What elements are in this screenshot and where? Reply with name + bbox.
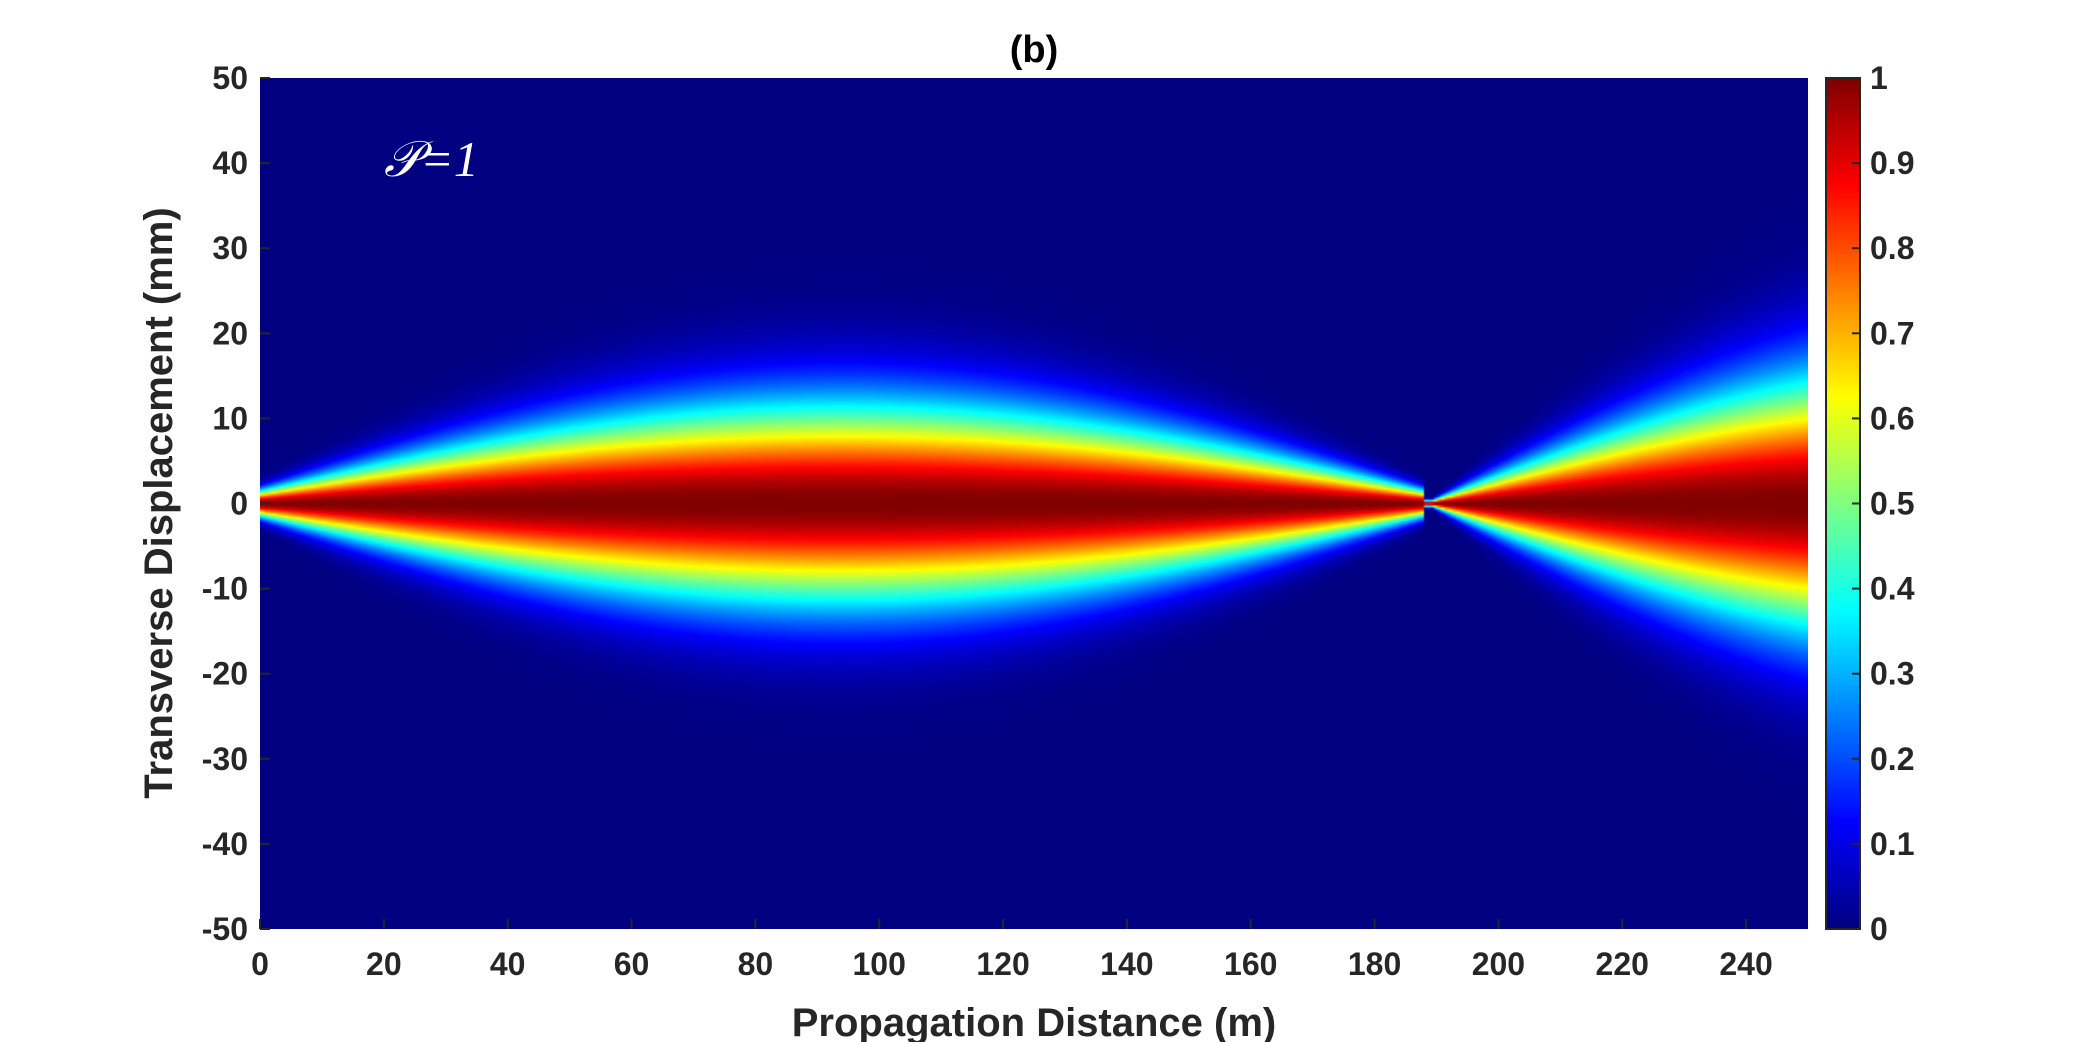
x-tick-label: 200	[1472, 946, 1525, 982]
x-axis-label: Propagation Distance (m)	[792, 1001, 1277, 1042]
colorbar-tick-label: 0.5	[1870, 486, 1914, 522]
colorbar-ticks: 1 0.9 0.8 0.7 0.6 0.5 0.4 0.3 0.2 0.1 0	[1852, 60, 1915, 947]
y-tick-label: -20	[202, 656, 248, 692]
y-tick-label: 10	[212, 400, 248, 436]
y-axis-label: Transverse Displacement (mm)	[137, 207, 181, 798]
colorbar-tick-label: 0.3	[1870, 656, 1914, 692]
colorbar-tick-label: 0.9	[1870, 145, 1914, 181]
x-tick-label: 240	[1719, 946, 1772, 982]
colorbar-tick-label: 0.2	[1870, 741, 1914, 777]
x-tick-label: 40	[490, 946, 526, 982]
y-tick-label: -40	[202, 826, 248, 862]
x-tick-label: 100	[853, 946, 906, 982]
colorbar-tick-label: 0.4	[1870, 571, 1915, 607]
colorbar-tick-label: 0	[1870, 911, 1888, 947]
x-tick-label: 80	[738, 946, 774, 982]
x-tick-label: 60	[614, 946, 650, 982]
x-tick-label: 120	[976, 946, 1029, 982]
x-tick-label: 140	[1100, 946, 1153, 982]
x-tick-label: 220	[1596, 946, 1649, 982]
chart-title: (b)	[1010, 29, 1059, 71]
x-tick-label: 160	[1224, 946, 1277, 982]
y-tick-label: 40	[212, 145, 248, 181]
y-tick-label: 20	[212, 315, 248, 351]
y-tick-label: 50	[212, 60, 248, 96]
y-tick-label: -10	[202, 571, 248, 607]
colorbar-tick-label: 0.6	[1870, 400, 1914, 436]
colorbar-frame	[1825, 77, 1861, 930]
y-tick-label: 30	[212, 230, 248, 266]
colorbar-tick-label: 1	[1870, 60, 1888, 96]
y-tick-label: -50	[202, 911, 248, 947]
p-annotation: 𝒫=1	[384, 131, 479, 187]
x-tick-label: 20	[366, 946, 402, 982]
colorbar-tick-label: 0.8	[1870, 230, 1914, 266]
y-tick-label: -30	[202, 741, 248, 777]
x-axis-ticks: 0 20 40 60 80 100 120 140 160 180 200 220 240	[251, 919, 1773, 982]
y-axis-ticks: 50 40 30 20 10 0 -10 -20 -30 -40 -50	[202, 60, 270, 947]
x-tick-label: 0	[251, 946, 269, 982]
colorbar-tick-label: 0.1	[1870, 826, 1914, 862]
x-tick-label: 180	[1348, 946, 1401, 982]
heatmap-image	[260, 78, 1808, 929]
colorbar-tick-label: 0.7	[1870, 315, 1914, 351]
y-tick-label: 0	[230, 486, 248, 522]
